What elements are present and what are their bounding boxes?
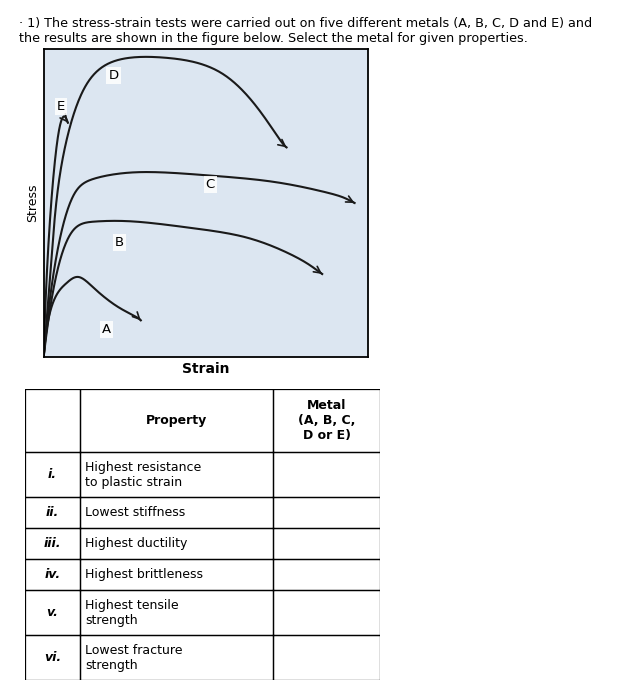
Text: ii.: ii. bbox=[46, 507, 59, 519]
Text: Metal
(A, B, C,
D or E): Metal (A, B, C, D or E) bbox=[298, 399, 356, 442]
Text: v.: v. bbox=[47, 607, 59, 619]
Text: Highest tensile
strength: Highest tensile strength bbox=[85, 599, 179, 627]
Text: iii.: iii. bbox=[44, 537, 61, 550]
Text: Lowest fracture
strength: Lowest fracture strength bbox=[85, 644, 183, 672]
Text: A: A bbox=[102, 323, 111, 336]
Text: vi.: vi. bbox=[44, 651, 61, 664]
Text: Lowest stiffness: Lowest stiffness bbox=[85, 507, 186, 519]
Text: Highest resistance
to plastic strain: Highest resistance to plastic strain bbox=[85, 461, 201, 489]
Text: Highest brittleness: Highest brittleness bbox=[85, 568, 203, 582]
Text: Highest ductility: Highest ductility bbox=[85, 537, 188, 550]
X-axis label: Strain: Strain bbox=[182, 362, 229, 375]
Text: iv.: iv. bbox=[44, 568, 60, 582]
Text: · 1) The stress-strain tests were carried out on five different metals (A, B, C,: · 1) The stress-strain tests were carrie… bbox=[19, 17, 592, 45]
Text: B: B bbox=[115, 236, 124, 249]
Text: Property: Property bbox=[146, 414, 207, 427]
Y-axis label: Stress: Stress bbox=[26, 184, 39, 222]
Text: C: C bbox=[206, 178, 215, 191]
Text: E: E bbox=[57, 101, 65, 113]
Text: i.: i. bbox=[48, 468, 57, 482]
Text: D: D bbox=[108, 69, 118, 83]
